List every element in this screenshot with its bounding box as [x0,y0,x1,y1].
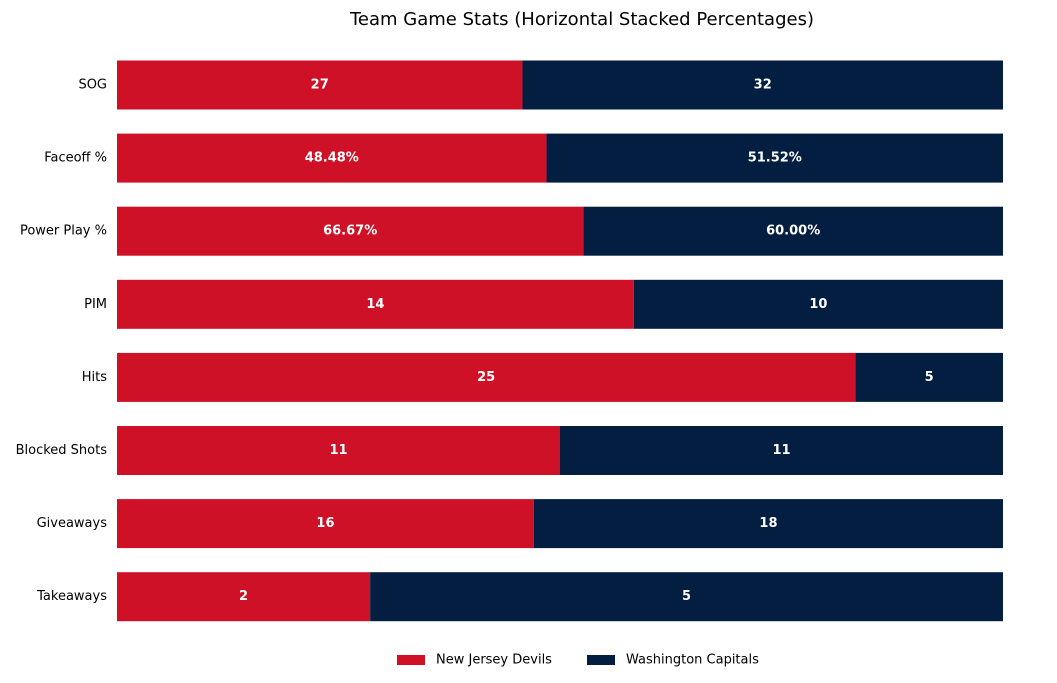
bars-layer: SOG 27 32 Faceoff % 48.48% 51.52% Power Play %… [16,60,1003,622]
bar-segment [117,499,534,549]
legend-swatch [397,655,425,665]
bar-value-label: 10 [809,297,827,312]
bar-value-label: 51.52% [748,151,802,166]
bar-segment [117,60,523,110]
bar-value-label: 48.48% [305,151,359,166]
bar-segment [117,426,560,475]
bar-value-label: 11 [329,443,347,458]
bar-value-label: 11 [772,443,790,458]
bar-segment [117,279,634,329]
bar-value-label: 14 [366,297,384,312]
legend: New Jersey Devils Washington Capitals [397,653,759,668]
bar-value-label: 5 [682,589,691,604]
chart-title: Team Game Stats (Horizontal Stacked Perc… [349,9,814,30]
bar-segment [117,572,371,622]
bar-value-label: 66.67% [323,224,377,239]
bar-value-label: 27 [311,78,329,93]
category-label: Blocked Shots [16,443,108,458]
category-label: Takeaways [36,589,107,604]
bar-segment [533,499,1003,549]
bar-segment [117,206,584,256]
bar-value-label: 18 [759,516,777,531]
bar-value-label: 60.00% [766,224,820,239]
legend-label: Washington Capitals [626,653,759,668]
bar-segment [370,572,1003,622]
bar-value-label: 16 [316,516,334,531]
bar-segment [117,133,547,183]
bar-value-label: 5 [925,370,934,385]
bar-segment [117,352,856,402]
category-label: Power Play % [20,224,107,239]
bar-value-label: 32 [754,78,772,93]
bar-segment [633,279,1003,329]
legend-swatch [587,655,615,665]
legend-label: New Jersey Devils [436,653,552,668]
bar-segment [560,426,1003,475]
category-label: PIM [84,297,107,312]
category-label: Hits [82,370,107,385]
bar-segment [546,133,1003,183]
bar-value-label: 2 [239,589,248,604]
category-label: Giveaways [37,516,108,531]
category-label: SOG [78,78,107,93]
category-label: Faceoff % [44,151,107,166]
bar-segment [522,60,1003,110]
bar-segment [583,206,1003,256]
bar-value-label: 25 [477,370,495,385]
bar-segment [855,352,1003,402]
